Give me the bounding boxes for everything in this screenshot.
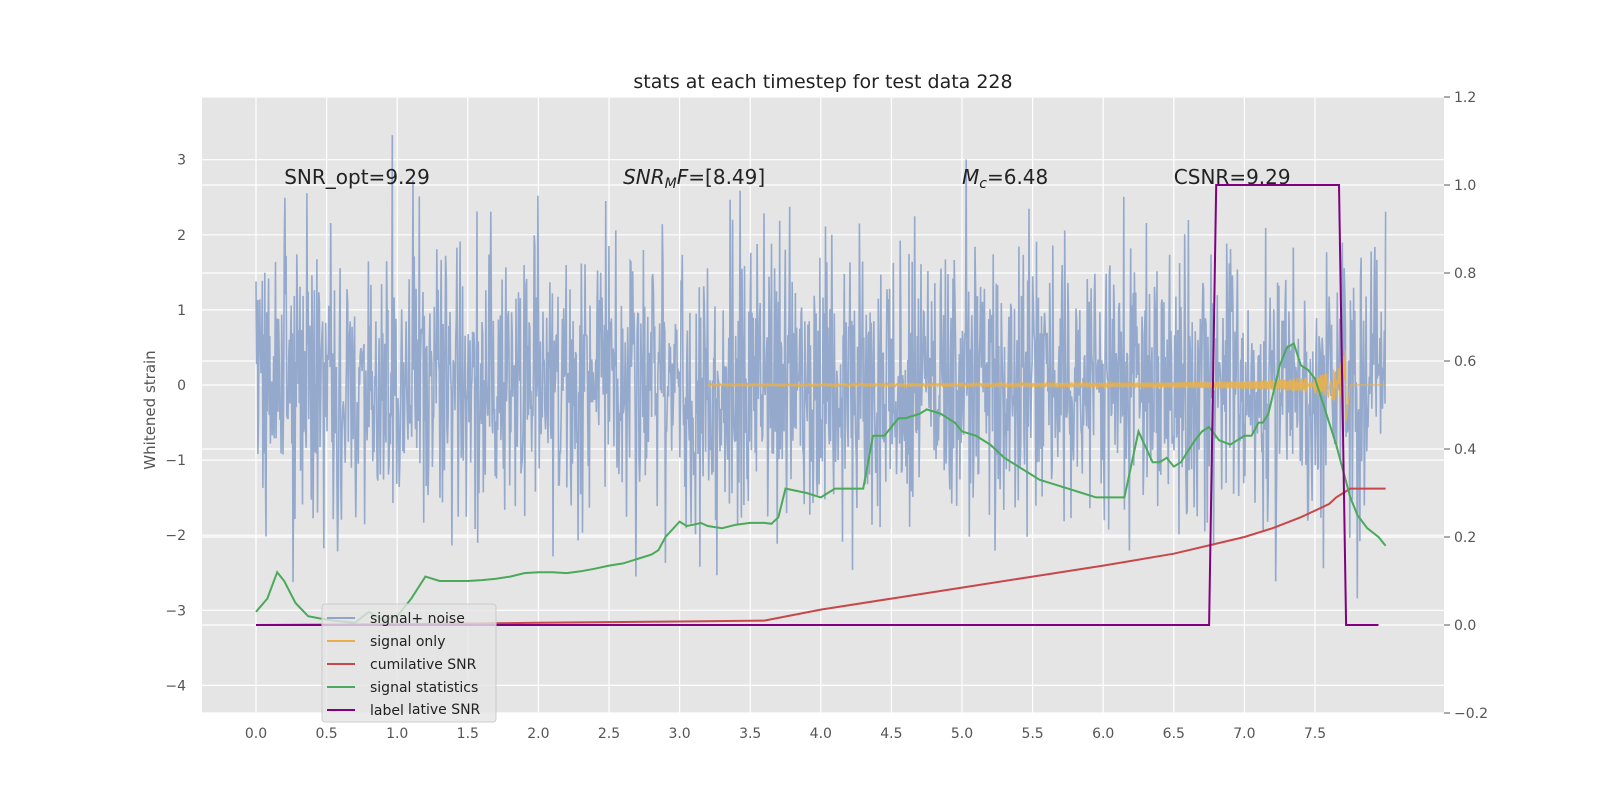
y2-tick-label: 0.6 <box>1454 354 1476 370</box>
y2-tick-label: 0.0 <box>1454 618 1476 634</box>
chart-title: stats at each timestep for test data 228 <box>633 71 1012 93</box>
y-tick-label: 2 <box>177 228 186 244</box>
y2-tick-label: 1.0 <box>1454 178 1476 194</box>
legend-label: label <box>370 703 404 719</box>
y-tick-label: −2 <box>165 528 186 544</box>
legend: lative SNR signal+ noise signal only cumila… <box>321 603 497 723</box>
y-tick-label: −4 <box>165 678 186 694</box>
legend-box <box>321 603 497 723</box>
y2-axis-ticks: 1.2 1.0 0.8 0.6 0.4 0.2 0.0 −0.2 <box>1444 90 1488 722</box>
series-cumilative-snr-line <box>255 487 1386 626</box>
x-tick-label: 3.5 <box>739 726 761 742</box>
x-tick-label: 5.5 <box>1021 726 1043 742</box>
y-tick-label: 1 <box>177 303 186 319</box>
y2-tick-label: 0.4 <box>1454 442 1476 458</box>
x-tick-label: 7.0 <box>1233 726 1255 742</box>
y-axis-label: Whitened strain <box>141 350 159 469</box>
y2-tick-label: 0.8 <box>1454 266 1476 282</box>
annotation-text: SNRMF=[8.49] <box>623 165 765 192</box>
y2-tick-label: −0.2 <box>1454 706 1488 722</box>
y-axis-ticks: 3 2 1 0 −1 −2 −3 −4 <box>165 153 186 695</box>
legend-label: cumilative SNR <box>370 657 477 673</box>
y2-tick-label: 1.2 <box>1454 90 1476 106</box>
x-axis-ticks: 0.0 0.5 1.0 1.5 2.0 2.5 3.0 3.5 4.0 4.5 5.0 5.5 6.0 6… <box>245 726 1326 742</box>
x-tick-label: 0.5 <box>315 726 337 742</box>
series-signal-noise-line <box>255 135 1387 599</box>
x-tick-label: 2.5 <box>598 726 620 742</box>
y-tick-label: 3 <box>177 153 186 169</box>
annotations: SNR_opt=9.29 SNRMF=[8.49] Mc=6.48 CSNR=9.29 <box>284 165 1290 192</box>
y-tick-label: −1 <box>165 453 186 469</box>
legend-label: signal only <box>370 634 445 650</box>
y-tick-label: 0 <box>177 378 186 394</box>
x-tick-label: 1.5 <box>457 726 479 742</box>
y2-tick-label: 0.2 <box>1454 530 1476 546</box>
series-signal-only-line <box>707 349 1386 421</box>
series-lines <box>255 184 1387 626</box>
x-tick-label: 4.5 <box>880 726 902 742</box>
x-tick-label: 2.0 <box>527 726 549 742</box>
x-tick-label: 4.0 <box>810 726 832 742</box>
series-signal-only <box>707 349 1386 421</box>
x-tick-label: 7.5 <box>1304 726 1326 742</box>
legend-label: signal statistics <box>370 680 478 696</box>
x-tick-label: 0.0 <box>245 726 267 742</box>
series-label-line <box>256 184 1379 626</box>
x-tick-label: 5.0 <box>951 726 973 742</box>
annotation-text: SNR_opt=9.29 <box>284 165 430 189</box>
series-signal-noise <box>255 135 1387 599</box>
annotation-text: CSNR=9.29 <box>1174 165 1291 189</box>
annotation-text: Mc=6.48 <box>962 165 1048 192</box>
y-tick-label: −3 <box>165 603 186 619</box>
legend-overlap-text: lative SNR <box>408 702 481 718</box>
x-tick-label: 3.0 <box>668 726 690 742</box>
legend-label: signal+ noise <box>370 611 465 627</box>
series-signal-statistics-line <box>255 341 1387 624</box>
x-tick-label: 6.5 <box>1163 726 1185 742</box>
x-tick-label: 1.0 <box>386 726 408 742</box>
x-tick-label: 6.0 <box>1092 726 1114 742</box>
